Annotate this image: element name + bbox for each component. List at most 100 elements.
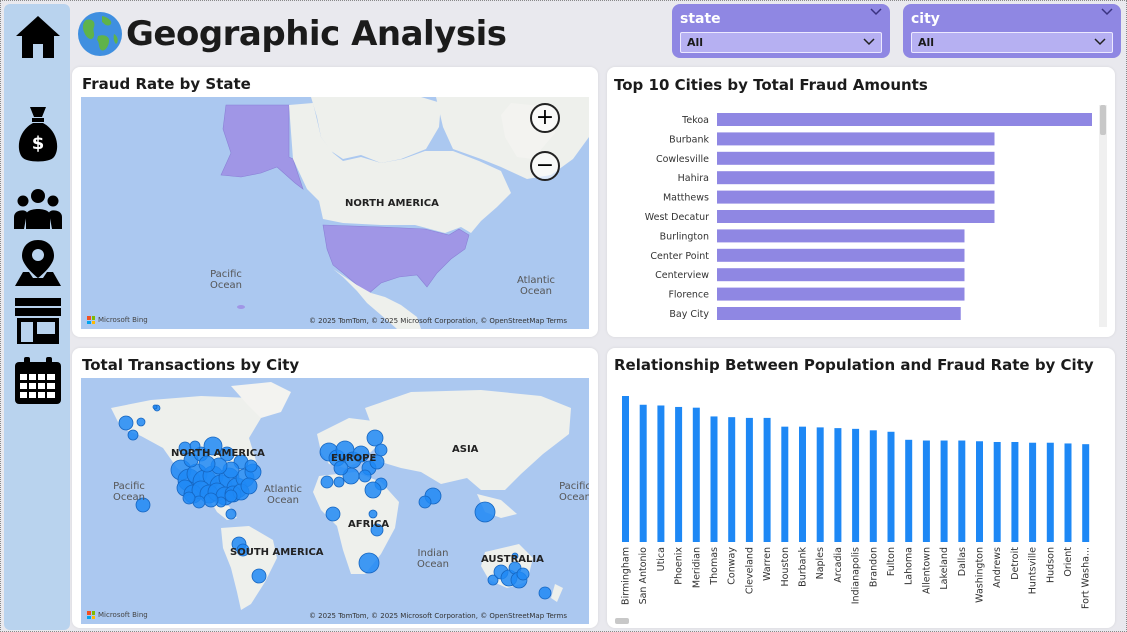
tick-label: Naples xyxy=(815,547,826,579)
bing-logo: Microsoft Bing xyxy=(87,611,148,619)
bar xyxy=(717,132,995,146)
transaction-bubble xyxy=(538,586,552,600)
chevron-down-icon xyxy=(1094,38,1106,46)
tick-label: Fulton xyxy=(886,547,897,576)
transaction-bubble xyxy=(370,523,384,537)
transaction-bubble xyxy=(224,489,238,503)
store-icon xyxy=(15,298,61,344)
nav-geographic-button[interactable] xyxy=(12,236,64,290)
transaction-bubble xyxy=(325,506,341,522)
transaction-bubble xyxy=(358,469,372,483)
transaction-bubble xyxy=(127,429,139,441)
map-credit[interactable]: © 2025 TomTom, © 2025 Microsoft Corporat… xyxy=(308,612,567,620)
transaction-bubble xyxy=(219,446,235,462)
bing-text: Microsoft Bing xyxy=(98,316,148,324)
zoom-in-button[interactable]: + xyxy=(530,103,560,133)
tick-label: Brandon xyxy=(868,547,879,587)
map-label-continent: AFRICA xyxy=(348,519,390,530)
transaction-bubble xyxy=(225,508,237,520)
bar xyxy=(745,417,753,542)
bar xyxy=(1029,442,1037,542)
transaction-bubble xyxy=(487,574,499,586)
transaction-bubble xyxy=(320,475,334,489)
minus-icon: − xyxy=(535,153,555,178)
map-credit[interactable]: © 2025 TomTom, © 2025 Microsoft Corporat… xyxy=(308,317,567,325)
transaction-bubble xyxy=(368,509,378,519)
bar xyxy=(717,287,965,301)
scrollbar-thumb[interactable] xyxy=(615,618,629,624)
tick-label: Houston xyxy=(780,547,791,586)
bar xyxy=(717,190,995,204)
tick-label: Burbank xyxy=(669,134,709,145)
card-title: Top 10 Cities by Total Fraud Amounts xyxy=(614,76,928,94)
transaction-bubble xyxy=(236,543,250,557)
map-label-ocean: Pacific Ocean xyxy=(210,269,242,291)
map-label-continent: NORTH AMERICA xyxy=(345,198,439,209)
bar xyxy=(852,428,860,542)
tick-label: Bay City xyxy=(669,309,709,320)
transactions-map[interactable]: NORTH AMERICA EUROPE ASIA AFRICA SOUTH A… xyxy=(81,378,589,624)
bar xyxy=(639,404,647,542)
state-dropdown-value: All xyxy=(687,36,704,49)
tick-label: Centerview xyxy=(655,270,709,281)
map-pin-icon xyxy=(15,240,61,286)
transaction-bubble xyxy=(516,567,530,581)
map-label-ocean: Indian Ocean xyxy=(417,548,449,570)
tick-label: Meridian xyxy=(691,547,702,588)
chevron-up-icon[interactable] xyxy=(870,8,882,16)
users-icon xyxy=(14,189,62,229)
tick-label: Cowlesville xyxy=(656,154,709,165)
tick-label: Birmingham xyxy=(621,547,632,605)
card-title: Fraud Rate by State xyxy=(82,75,251,93)
nav-home-button[interactable] xyxy=(12,10,64,64)
bar xyxy=(728,417,736,542)
bar xyxy=(958,440,966,542)
scrollbar[interactable] xyxy=(1099,105,1107,327)
city-dropdown-value: All xyxy=(918,36,935,49)
bar xyxy=(717,268,965,282)
transaction-bubble xyxy=(244,459,258,473)
city-slicer-label: city xyxy=(911,11,940,27)
tick-label: Dallas xyxy=(957,547,968,576)
nav-merchants-button[interactable] xyxy=(12,294,64,348)
tick-label: Lahoma xyxy=(904,547,915,585)
chevron-up-icon[interactable] xyxy=(1101,8,1113,16)
fraud-rate-map[interactable]: NORTH AMERICA Pacific Ocean Atlantic Oce… xyxy=(81,97,589,329)
transaction-bubble xyxy=(333,476,345,488)
transaction-bubble xyxy=(152,404,158,410)
transaction-bubble xyxy=(136,417,146,427)
bar xyxy=(763,417,771,542)
bar xyxy=(887,431,895,542)
bar xyxy=(717,229,965,243)
bar xyxy=(717,151,995,165)
transaction-bubble xyxy=(352,445,370,463)
map-label-ocean: Pacific Ocean xyxy=(559,481,589,503)
tick-label: Phoenix xyxy=(674,547,685,585)
bar xyxy=(675,406,683,542)
zoom-out-button[interactable]: − xyxy=(530,151,560,181)
nav-time-button[interactable] xyxy=(12,354,64,408)
state-slicer-label: state xyxy=(680,11,721,27)
tick-label: San Antonio xyxy=(638,547,649,605)
tick-label: Thomas xyxy=(709,547,720,586)
map-label-continent: SOUTH AMERICA xyxy=(230,547,324,558)
globe-icon xyxy=(78,12,122,56)
nav-customers-button[interactable] xyxy=(12,182,64,236)
city-dropdown[interactable]: All xyxy=(911,32,1113,53)
horizontal-scrollbar[interactable] xyxy=(615,618,1105,624)
tick-label: Warren xyxy=(762,547,773,581)
state-dropdown[interactable]: All xyxy=(680,32,882,53)
transaction-bubble xyxy=(364,481,382,499)
bar xyxy=(692,407,700,542)
tick-label: Hudson xyxy=(1045,547,1056,583)
transaction-bubble xyxy=(240,477,258,495)
calendar-icon xyxy=(15,357,61,404)
bing-logo: Microsoft Bing xyxy=(87,316,148,324)
scrollbar-thumb[interactable] xyxy=(1100,105,1106,135)
bar xyxy=(993,441,1001,542)
population-fraud-card: Relationship Between Population and Frau… xyxy=(607,348,1115,628)
nav-financial-button[interactable]: $ xyxy=(12,107,64,162)
bar xyxy=(922,440,930,542)
top-cities-card: Top 10 Cities by Total Fraud Amounts Tek… xyxy=(607,67,1115,337)
tick-label: Andrews xyxy=(992,547,1003,588)
